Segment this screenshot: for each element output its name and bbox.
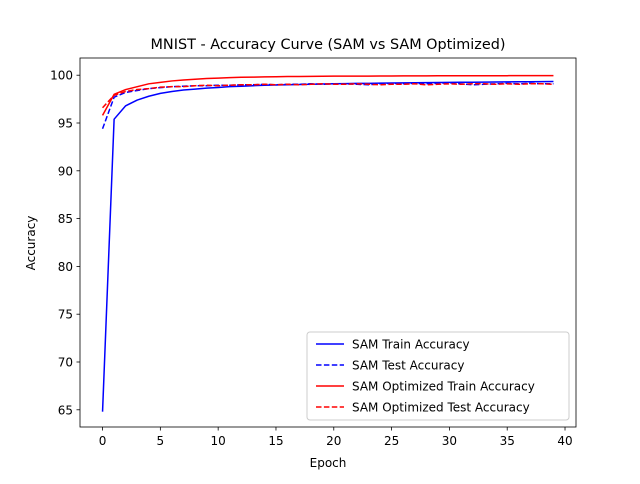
axes: 0 5 10 15 20 25 30 35 40 65 70 75 80 85 90 95 100	[50, 57, 577, 448]
x-tick-label: 10	[211, 434, 226, 448]
y-axis-label: Accuracy	[24, 216, 38, 271]
y-tick-label: 75	[58, 308, 73, 322]
x-axis-label: Epoch	[310, 456, 347, 470]
x-tick-label: 30	[442, 434, 457, 448]
legend-entry-label: SAM Test Accuracy	[352, 359, 464, 373]
series-line-3	[101, 74, 554, 116]
y-tick-label: 100	[50, 69, 73, 83]
y-tick-label: 90	[58, 164, 73, 178]
x-tick-label: 25	[384, 434, 399, 448]
x-tick-label: 35	[500, 434, 515, 448]
x-tick-label: 15	[268, 434, 283, 448]
x-tick-label: 0	[99, 434, 107, 448]
y-tick-label: 95	[58, 117, 73, 131]
y-tick-label: 70	[58, 355, 73, 369]
legend-entry-label: SAM Train Accuracy	[352, 338, 470, 352]
x-tick-label: 20	[326, 434, 341, 448]
axes-frame	[79, 57, 577, 428]
x-tick-label: 5	[157, 434, 165, 448]
chart-title: MNIST - Accuracy Curve (SAM vs SAM Optim…	[151, 37, 506, 53]
y-tick-label: 65	[58, 403, 73, 417]
legend: SAM Train Accuracy SAM Test Accuracy SAM O…	[306, 331, 570, 421]
legend-entry-label: SAM Optimized Test Accuracy	[352, 401, 530, 415]
y-tick-label: 85	[58, 212, 73, 226]
y-tick-label: 80	[58, 260, 73, 274]
series-line-4	[102, 83, 554, 109]
legend-entry-label: SAM Optimized Train Accuracy	[352, 380, 535, 394]
legend-box	[306, 331, 570, 421]
x-tick-label: 40	[557, 434, 572, 448]
plot-area	[101, 74, 554, 412]
